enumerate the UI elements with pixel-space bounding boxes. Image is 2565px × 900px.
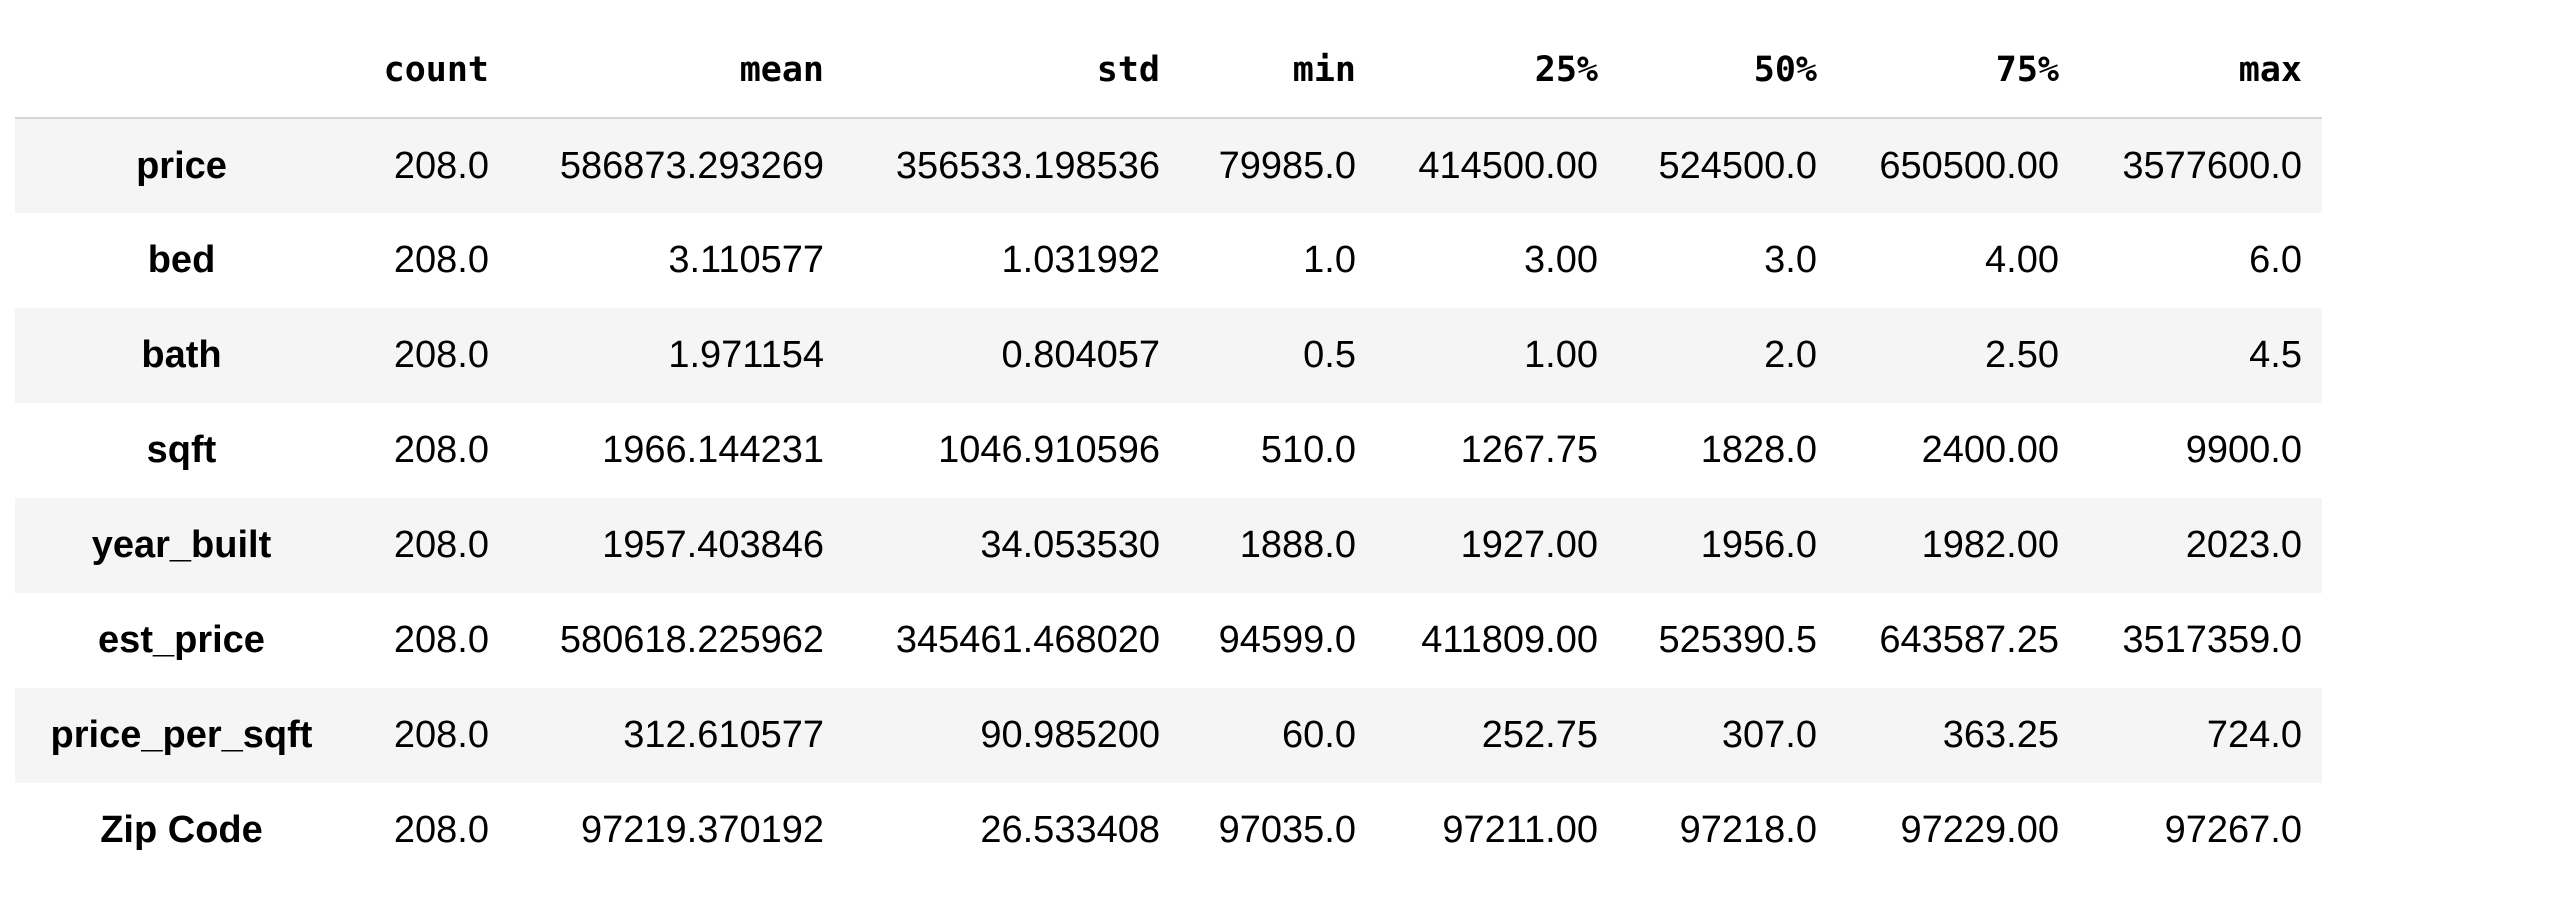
table-row: price 208.0 586873.293269 356533.198536 7998… <box>15 118 2322 213</box>
table-cell: 97211.00 <box>1442 809 1598 851</box>
column-header: std <box>844 23 1180 119</box>
table-cell: 6.0 <box>2249 239 2302 281</box>
table-cell: 3.0 <box>1764 239 1817 281</box>
table-cell: 1888.0 <box>1239 524 1356 566</box>
table-cell: 411809.00 <box>1421 619 1598 661</box>
table-cell: 97218.0 <box>1679 809 1817 851</box>
header-row: count mean std min 25% 50% 75% max <box>15 23 2322 119</box>
table-cell: 1966.144231 <box>602 429 824 471</box>
column-header: max <box>2079 23 2322 119</box>
table-cell: 2.50 <box>1985 334 2059 376</box>
describe-table: count mean std min 25% 50% 75% max price… <box>15 23 2322 878</box>
table-header: count mean std min 25% 50% 75% max <box>15 23 2322 119</box>
table-cell: 1956.0 <box>1700 524 1817 566</box>
table-cell: 252.75 <box>1481 714 1598 756</box>
table-cell: 208.0 <box>393 714 489 756</box>
table-cell: 586873.293269 <box>559 144 824 187</box>
dataframe-output: count mean std min 25% 50% 75% max price… <box>15 23 2322 878</box>
column-header: mean <box>509 23 844 119</box>
table-body: price 208.0 586873.293269 356533.198536 7998… <box>15 118 2322 878</box>
row-label: bath <box>141 334 222 376</box>
table-row: bed 208.0 3.110577 1.031992 1.0 3.00 3.0 4.00 6.… <box>15 213 2322 308</box>
table-cell: 208.0 <box>393 429 489 471</box>
table-cell: 2400.00 <box>1921 429 2059 471</box>
table-cell: 97035.0 <box>1218 809 1356 851</box>
row-label: bed <box>147 239 216 281</box>
table-cell: 4.00 <box>1985 239 2059 281</box>
table-row: Zip Code 208.0 97219.370192 26.533408 97035.… <box>15 783 2322 878</box>
row-label: price_per_sqft <box>50 714 313 756</box>
column-header: 25% <box>1376 23 1618 119</box>
table-cell: 0.5 <box>1303 334 1356 376</box>
table-cell: 79985.0 <box>1218 144 1356 187</box>
index-header <box>15 23 348 119</box>
table-cell: 345461.468020 <box>895 619 1160 661</box>
column-header: count <box>348 23 509 119</box>
table-cell: 1.971154 <box>668 334 824 376</box>
table-cell: 1267.75 <box>1460 429 1598 471</box>
row-label: Zip Code <box>100 809 263 851</box>
table-cell: 2023.0 <box>2185 524 2302 566</box>
table-cell: 34.053530 <box>980 524 1160 566</box>
table-cell: 1.00 <box>1524 334 1598 376</box>
table-cell: 307.0 <box>1721 714 1817 756</box>
table-row: sqft 208.0 1966.144231 1046.910596 510.0 1267… <box>15 403 2322 498</box>
table-cell: 2.0 <box>1764 334 1817 376</box>
table-cell: 363.25 <box>1942 714 2059 756</box>
table-cell: 4.5 <box>2249 334 2302 376</box>
table-cell: 312.610577 <box>623 714 824 756</box>
table-cell: 0.804057 <box>1001 334 1161 376</box>
column-header: 50% <box>1618 23 1837 119</box>
table-cell: 97267.0 <box>2164 809 2302 851</box>
table-cell: 580618.225962 <box>559 619 824 661</box>
table-cell: 90.985200 <box>980 714 1160 756</box>
table-cell: 650500.00 <box>1879 144 2059 187</box>
table-cell: 524500.0 <box>1658 144 1818 187</box>
table-cell: 208.0 <box>393 334 489 376</box>
table-cell: 208.0 <box>393 144 489 187</box>
table-cell: 26.533408 <box>980 809 1160 851</box>
table-cell: 60.0 <box>1282 714 1356 756</box>
table-cell: 9900.0 <box>2185 429 2302 471</box>
row-label: sqft <box>146 429 217 471</box>
table-cell: 3517359.0 <box>2122 619 2302 661</box>
row-label: price <box>136 144 227 187</box>
table-cell: 94599.0 <box>1218 619 1356 661</box>
table-cell: 1.031992 <box>1001 239 1161 281</box>
row-label: year_built <box>91 524 272 566</box>
table-cell: 97229.00 <box>1900 809 2060 851</box>
table-row: bath 208.0 1.971154 0.804057 0.5 1.00 2.0 2.50 4… <box>15 308 2322 403</box>
table-cell: 208.0 <box>393 809 489 851</box>
table-cell: 356533.198536 <box>895 144 1160 187</box>
table-cell: 1982.00 <box>1921 524 2059 566</box>
table-cell: 3.110577 <box>668 239 824 281</box>
table-cell: 1.0 <box>1303 239 1356 281</box>
table-cell: 724.0 <box>2206 714 2302 756</box>
table-row: year_built 208.0 1957.403846 34.053530 1888.… <box>15 498 2322 593</box>
table-cell: 1957.403846 <box>602 524 824 566</box>
table-cell: 97219.370192 <box>580 809 824 851</box>
table-cell: 208.0 <box>393 619 489 661</box>
table-cell: 510.0 <box>1260 429 1356 471</box>
table-cell: 414500.00 <box>1418 144 1598 187</box>
table-cell: 208.0 <box>393 239 489 281</box>
table-cell: 643587.25 <box>1879 619 2059 661</box>
table-cell: 525390.5 <box>1658 619 1818 661</box>
table-cell: 1828.0 <box>1700 429 1817 471</box>
table-row: price_per_sqft 208.0 312.610577 90.985200 60… <box>15 688 2322 783</box>
column-header: 75% <box>1837 23 2079 119</box>
table-cell: 3577600.0 <box>2122 144 2302 187</box>
table-cell: 3.00 <box>1524 239 1598 281</box>
table-cell: 1927.00 <box>1460 524 1598 566</box>
table-row: est_price 208.0 580618.225962 345461.468020… <box>15 593 2322 688</box>
table-cell: 208.0 <box>393 524 489 566</box>
row-label: est_price <box>98 619 265 661</box>
table-cell: 1046.910596 <box>938 429 1160 471</box>
column-header: min <box>1180 23 1376 119</box>
